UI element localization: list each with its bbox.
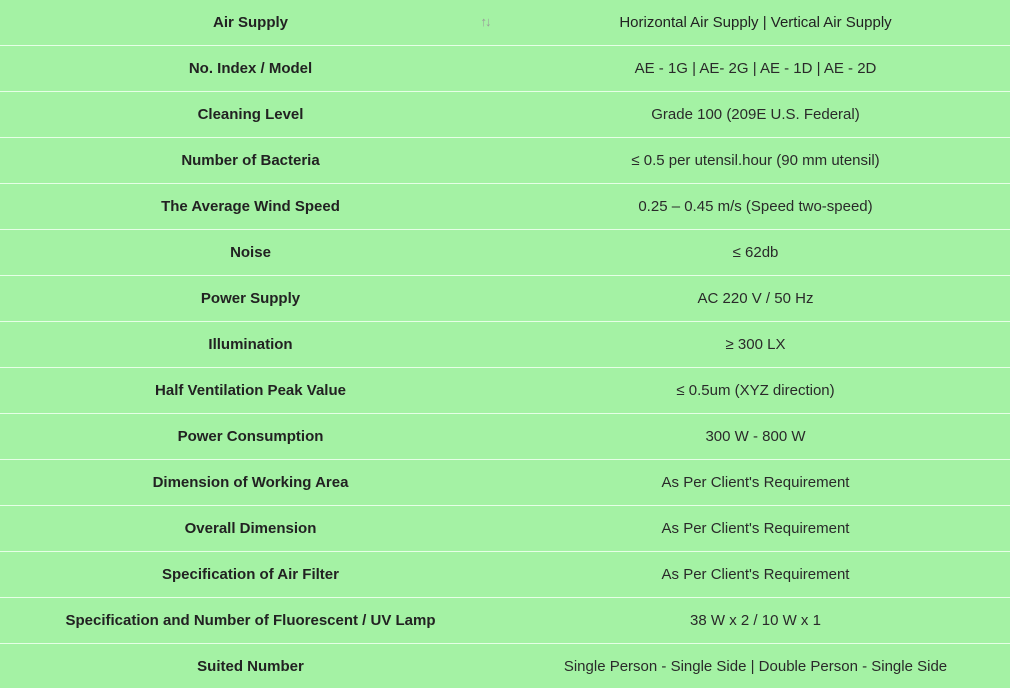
row-value: ≤ 62db [501, 229, 1010, 276]
row-label: Dimension of Working Area [0, 459, 501, 506]
row-label: Specification of Air Filter [0, 551, 501, 598]
sort-arrows-icon[interactable]: ↑↓ [480, 14, 492, 29]
row-value: As Per Client's Requirement [501, 551, 1010, 598]
row-value: ≥ 300 LX [501, 321, 1010, 368]
row-label: Power Consumption [0, 413, 501, 460]
row-label: Number of Bacteria [0, 137, 501, 184]
row-value: Single Person - Single Side | Double Per… [501, 643, 1010, 688]
row-label: Noise [0, 229, 501, 276]
table-row: Specification of Air Filter As Per Clien… [0, 551, 1010, 598]
table-row: Dimension of Working Area As Per Client'… [0, 459, 1010, 506]
row-label: Cleaning Level [0, 91, 501, 138]
table-row: Specification and Number of Fluorescent … [0, 597, 1010, 644]
row-label: Power Supply [0, 275, 501, 322]
table-row: Suited Number Single Person - Single Sid… [0, 643, 1010, 688]
row-label: Specification and Number of Fluorescent … [0, 597, 501, 644]
row-label: Suited Number [0, 643, 501, 688]
column-header-air-supply-value[interactable]: Horizontal Air Supply | Vertical Air Sup… [501, 0, 1010, 46]
row-label: Half Ventilation Peak Value [0, 367, 501, 414]
table-row: Power Supply AC 220 V / 50 Hz [0, 275, 1010, 322]
table-row: Power Consumption 300 W - 800 W [0, 413, 1010, 460]
row-value: ≤ 0.5 per utensil.hour (90 mm utensil) [501, 137, 1010, 184]
row-label: No. Index / Model [0, 45, 501, 92]
column-header-value: Horizontal Air Supply | Vertical Air Sup… [619, 14, 892, 31]
table-row: Number of Bacteria ≤ 0.5 per utensil.hou… [0, 137, 1010, 184]
row-label: Illumination [0, 321, 501, 368]
table-row: No. Index / Model AE - 1G | AE- 2G | AE … [0, 45, 1010, 92]
row-value: Grade 100 (209E U.S. Federal) [501, 91, 1010, 138]
row-value: ≤ 0.5um (XYZ direction) [501, 367, 1010, 414]
row-value: AC 220 V / 50 Hz [501, 275, 1010, 322]
row-label: The Average Wind Speed [0, 183, 501, 230]
row-label: Overall Dimension [0, 505, 501, 552]
column-header-label: Air Supply [212, 14, 288, 31]
row-value: As Per Client's Requirement [501, 505, 1010, 552]
table-header-row: Air Supply ↑↓ Horizontal Air Supply | Ve… [0, 0, 1010, 46]
table-row: Cleaning Level Grade 100 (209E U.S. Fede… [0, 91, 1010, 138]
row-value: 38 W x 2 / 10 W x 1 [501, 597, 1010, 644]
row-value: 300 W - 800 W [501, 413, 1010, 460]
table-row: The Average Wind Speed 0.25 – 0.45 m/s (… [0, 183, 1010, 230]
row-value: As Per Client's Requirement [501, 459, 1010, 506]
row-value: AE - 1G | AE- 2G | AE - 1D | AE - 2D [501, 45, 1010, 92]
table-row: Overall Dimension As Per Client's Requir… [0, 505, 1010, 552]
table-row: Illumination ≥ 300 LX [0, 321, 1010, 368]
column-header-air-supply[interactable]: Air Supply ↑↓ [0, 0, 501, 46]
table-row: Half Ventilation Peak Value ≤ 0.5um (XYZ… [0, 367, 1010, 414]
table-row: Noise ≤ 62db [0, 229, 1010, 276]
row-value: 0.25 – 0.45 m/s (Speed two-speed) [501, 183, 1010, 230]
